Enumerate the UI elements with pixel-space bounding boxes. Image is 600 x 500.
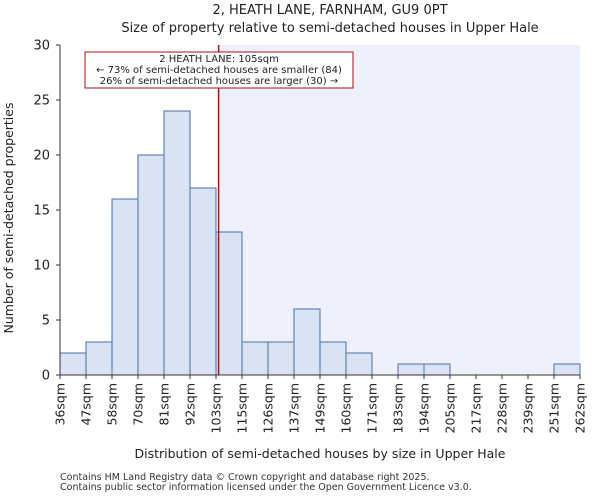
y-tick-label-20: 20 <box>33 149 50 164</box>
x-tick-label-92sqm: 92sqm <box>183 383 198 426</box>
x-tick-label-36sqm: 36sqm <box>53 383 68 426</box>
x-tick-label-251sqm: 251sqm <box>547 383 562 433</box>
x-tick-label-239sqm: 239sqm <box>521 383 536 433</box>
footer-line-1: Contains HM Land Registry data © Crown c… <box>60 472 430 483</box>
bar-137sqm <box>293 308 321 376</box>
x-tick-label-228sqm: 228sqm <box>495 383 510 433</box>
y-tick-label-25: 25 <box>33 94 50 109</box>
x-tick-label-149sqm: 149sqm <box>313 383 328 433</box>
x-tick-label-81sqm: 81sqm <box>157 383 172 426</box>
above-property-region <box>218 45 580 375</box>
bar-81sqm <box>163 110 191 376</box>
y-axis: 0 5 10 15 20 25 30 <box>33 39 61 384</box>
x-tick-label-262sqm: 262sqm <box>573 383 588 433</box>
y-axis-label: Number of semi-detached properties <box>1 103 16 334</box>
annotation-line-3: 26% of semi-detached houses are larger (… <box>100 76 338 87</box>
bar-92sqm <box>189 187 217 376</box>
x-tick-label-171sqm: 171sqm <box>365 383 380 433</box>
y-tick-label-5: 5 <box>42 314 50 329</box>
y-tick-label-30: 30 <box>33 39 50 54</box>
bar-126sqm <box>267 341 295 376</box>
x-tick-label-205sqm: 205sqm <box>443 383 458 433</box>
x-tick-label-115sqm: 115sqm <box>235 383 250 433</box>
footer-line-2: Contains public sector information licen… <box>60 482 472 493</box>
x-tick-label-160sqm: 160sqm <box>339 383 354 433</box>
x-tick-label-217sqm: 217sqm <box>469 383 484 433</box>
bars-group <box>59 110 581 376</box>
x-tick-label-194sqm: 194sqm <box>417 383 432 433</box>
bar-115sqm <box>241 341 269 376</box>
annotation-box <box>84 51 354 89</box>
x-tick-label-126sqm: 126sqm <box>261 383 276 433</box>
chart-subtitle: Size of property relative to semi-detach… <box>121 21 538 36</box>
bar-149sqm <box>319 341 347 376</box>
property-annotation: 2 HEATH LANE: 105sqm ← 73% of semi-detac… <box>84 51 354 89</box>
histogram-chart: 2, HEATH LANE, FARNHAM, GU9 0PT Size of … <box>1 3 588 461</box>
bar-47sqm <box>85 341 113 376</box>
x-axis-label: Distribution of semi-detached houses by … <box>135 446 506 461</box>
y-tick-label-0: 0 <box>42 369 50 384</box>
x-tick-label-58sqm: 58sqm <box>105 383 120 426</box>
bar-36sqm <box>59 352 87 376</box>
bar-194sqm <box>423 363 451 376</box>
x-tick-label-47sqm: 47sqm <box>79 383 94 426</box>
y-tick-label-10: 10 <box>33 259 50 274</box>
bar-251sqm <box>553 363 581 376</box>
annotation-line-1: 2 HEATH LANE: 105sqm <box>159 54 279 65</box>
x-tick-label-137sqm: 137sqm <box>287 383 302 433</box>
footer: Contains HM Land Registry data © Crown c… <box>60 473 472 493</box>
x-tick-label-70sqm: 70sqm <box>131 383 146 426</box>
bar-183sqm <box>397 363 425 376</box>
bar-103sqm <box>215 231 243 376</box>
chart-title: 2, HEATH LANE, FARNHAM, GU9 0PT <box>212 3 447 18</box>
y-tick-label-15: 15 <box>33 204 50 219</box>
annotation-line-2: ← 73% of semi-detached houses are smalle… <box>96 65 342 76</box>
x-tick-label-103sqm: 103sqm <box>209 383 224 433</box>
x-tick-label-183sqm: 183sqm <box>391 383 406 433</box>
bar-58sqm <box>111 198 139 376</box>
x-axis: 36sqm 47sqm 58sqm 70sqm 81sqm 92sqm 103sqm 115s… <box>53 374 588 433</box>
bar-70sqm <box>137 154 165 376</box>
bar-160sqm <box>345 352 373 376</box>
